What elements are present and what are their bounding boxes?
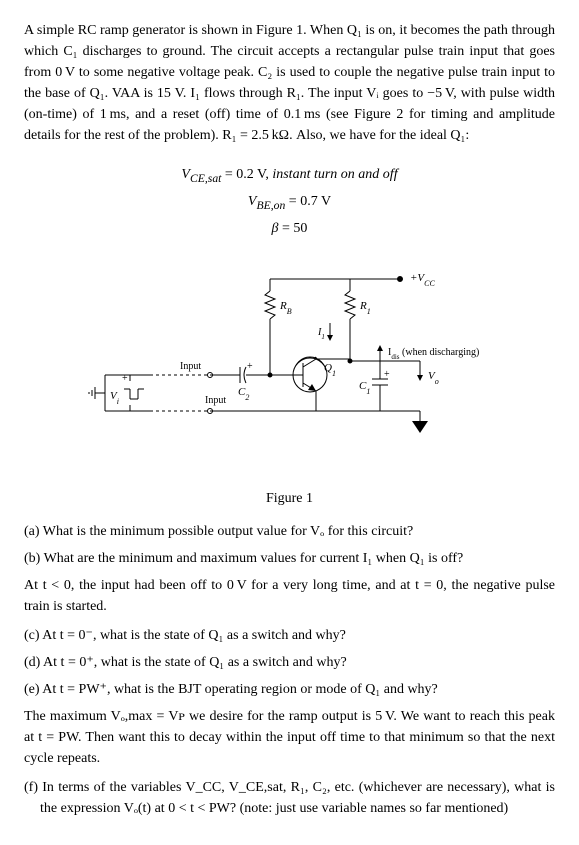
label-vi: Vi bbox=[110, 390, 119, 406]
eq-vcesat: VCE,sat = 0.2 V, instant turn on and off bbox=[24, 162, 555, 189]
label-rb: RB bbox=[279, 300, 292, 316]
eq-beta: β = 50 bbox=[24, 216, 555, 241]
question-a: (a) What is the minimum possible output … bbox=[40, 521, 555, 542]
question-f: (f) In terms of the variables V_CC, V_CE… bbox=[40, 777, 555, 819]
label-r1: R1 bbox=[359, 300, 371, 316]
eq-vbeon: VBE,on = 0.7 V bbox=[24, 189, 555, 216]
svg-text:+: + bbox=[384, 369, 390, 380]
label-c1: C1 bbox=[359, 380, 370, 396]
question-b: (b) What are the minimum and maximum val… bbox=[40, 548, 555, 569]
figure-caption: Figure 1 bbox=[24, 488, 555, 509]
figure-1: +VCC RB R1 I1 Idis (when discharging) Vo… bbox=[24, 261, 555, 478]
label-vo: Vo bbox=[428, 370, 439, 386]
label-vcc: +VCC bbox=[410, 272, 435, 288]
label-input-bot: Input bbox=[205, 395, 226, 406]
label-input-top: Input bbox=[180, 361, 201, 372]
label-c2: C2 bbox=[238, 386, 249, 402]
question-c: (c) At t = 0⁻, what is the state of Q₁ a… bbox=[40, 625, 555, 646]
question-d: (d) At t = 0⁺, what is the state of Q₁ a… bbox=[40, 652, 555, 673]
mid-paragraph-2: The maximum Vₒ,max = Vᴘ we desire for th… bbox=[24, 706, 555, 769]
svg-text:+: + bbox=[247, 361, 253, 372]
label-i1: I1 bbox=[317, 327, 325, 341]
label-idis: Idis (when discharging) bbox=[388, 347, 479, 361]
intro-paragraph: A simple RC ramp generator is shown in F… bbox=[24, 20, 555, 146]
equation-block: VCE,sat = 0.2 V, instant turn on and off… bbox=[24, 162, 555, 241]
mid-paragraph-1: At t < 0, the input had been off to 0 V … bbox=[24, 575, 555, 617]
question-e: (e) At t = PW⁺, what is the BJT operatin… bbox=[40, 679, 555, 700]
